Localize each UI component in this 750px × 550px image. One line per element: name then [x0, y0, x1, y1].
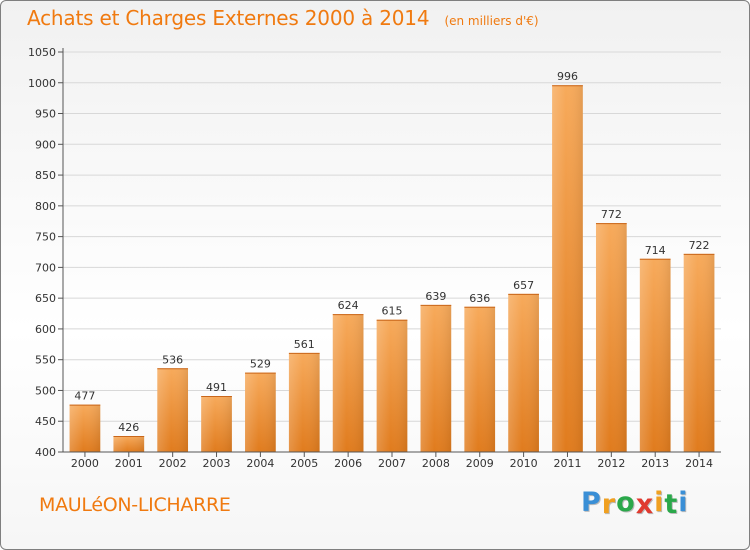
y-tick-label: 450 — [35, 415, 56, 428]
brand-letter: x — [635, 489, 655, 520]
bar-sheen — [464, 306, 496, 452]
bar-value-label: 561 — [294, 338, 315, 351]
bar-value-label: 639 — [425, 290, 446, 303]
proxiti-logo: Proxiti — [581, 487, 689, 520]
bar-sheen — [420, 304, 452, 452]
x-tick-label: 2011 — [553, 457, 581, 470]
bar-sheen — [552, 85, 583, 452]
bar-sheen — [201, 396, 232, 452]
x-tick-label: 2008 — [422, 457, 450, 470]
bar-value-label: 491 — [206, 381, 227, 394]
bar-sheen — [288, 352, 320, 452]
x-tick-label: 2001 — [115, 457, 143, 470]
x-tick-label: 2013 — [641, 457, 669, 470]
y-tick-label: 500 — [35, 384, 56, 397]
bar-sheen — [595, 223, 627, 452]
y-tick-label: 950 — [35, 108, 56, 121]
bar-sheen — [683, 253, 715, 452]
brand-letter: P — [581, 487, 602, 518]
y-tick-label: 700 — [35, 261, 56, 274]
x-tick-label: 2000 — [71, 457, 99, 470]
y-tick-label: 750 — [35, 231, 56, 244]
brand-letter: t — [664, 489, 679, 520]
x-tick-label: 2009 — [466, 457, 494, 470]
bar-value-label: 714 — [645, 244, 666, 257]
bar-value-label: 996 — [557, 70, 578, 83]
x-tick-label: 2010 — [510, 457, 538, 470]
bar-sheen — [508, 293, 539, 452]
y-tick-label: 600 — [35, 323, 56, 336]
x-tick-label: 2007 — [378, 457, 406, 470]
brand-letter: r — [601, 489, 617, 520]
bar-value-label: 529 — [250, 358, 271, 371]
bar-value-label: 426 — [118, 421, 139, 434]
axes — [62, 48, 721, 453]
brand-letter: i — [654, 487, 665, 518]
bar-sheen — [69, 404, 101, 452]
bar-value-label: 636 — [469, 292, 490, 305]
chart-subtitle: (en milliers d'€) — [444, 14, 539, 28]
bar-sheen — [376, 319, 408, 452]
y-tick-label: 550 — [35, 354, 56, 367]
x-tick-label: 2014 — [685, 457, 713, 470]
y-tick-label: 850 — [35, 169, 56, 182]
y-tick-label: 900 — [35, 138, 56, 151]
bar-sheen — [157, 368, 189, 452]
x-tick-label: 2005 — [290, 457, 318, 470]
bar-value-label: 772 — [601, 208, 622, 221]
bar-value-label: 722 — [689, 239, 710, 252]
bar-value-label: 615 — [382, 305, 403, 318]
x-tick-label: 2012 — [597, 457, 625, 470]
y-tick-label: 400 — [35, 446, 56, 459]
city-name-label: MAULéON-LICHARRE — [39, 494, 231, 516]
bars — [69, 85, 715, 452]
x-tick-label: 2003 — [203, 457, 231, 470]
bar-value-label: 477 — [74, 390, 95, 403]
y-tick-label: 1050 — [28, 46, 56, 59]
bar-sheen — [639, 258, 671, 452]
y-tick-label: 650 — [35, 292, 56, 305]
chart-title: Achats et Charges Externes 2000 à 2014 — [27, 6, 430, 30]
title-block: Achats et Charges Externes 2000 à 2014 (… — [27, 6, 539, 30]
brand-letter: i — [678, 487, 689, 518]
bar-value-label: 657 — [513, 279, 534, 292]
y-axis-tick-labels: 400 450 500 550 600 650 700 750 800 850 900 950 1000… — [28, 46, 63, 459]
x-tick-label: 2004 — [246, 457, 274, 470]
x-tick-label: 2002 — [159, 457, 187, 470]
bar-sheen — [245, 372, 276, 452]
bar-value-label: 536 — [162, 353, 183, 366]
brand-letter: o — [616, 487, 636, 518]
x-axis-tick-labels: 2000 2001 2002 2003 2004 2005 2006 2007 2008 2009… — [71, 452, 713, 470]
bar-value-label: 624 — [338, 299, 359, 312]
bar-sheen — [113, 436, 145, 452]
bar-data-labels: 477 426 536 491 529 561 624 615 639 636 657 996 772 7… — [74, 70, 709, 434]
y-tick-label: 1000 — [28, 77, 56, 90]
bar-sheen — [332, 314, 364, 452]
x-tick-label: 2006 — [334, 457, 362, 470]
y-tick-label: 800 — [35, 200, 56, 213]
